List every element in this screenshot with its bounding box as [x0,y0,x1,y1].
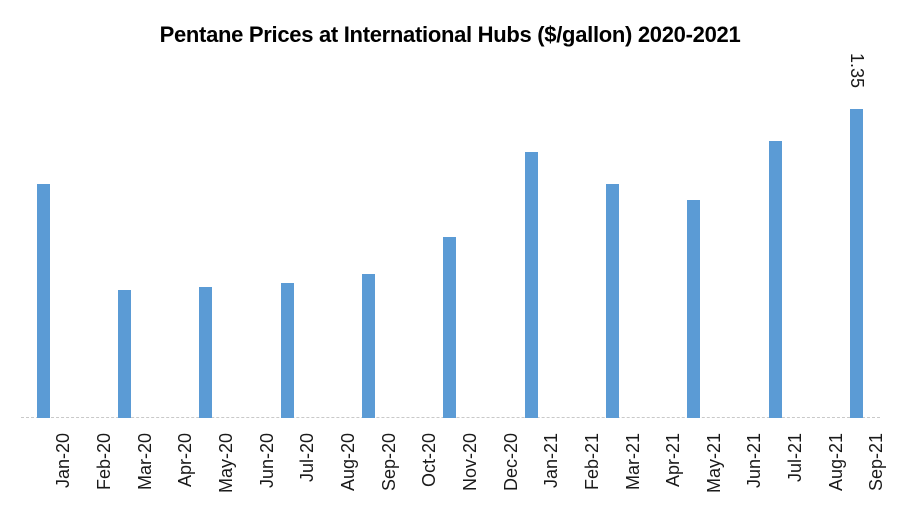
bar [687,200,701,418]
bar [362,273,376,418]
x-axis-label: Dec-20 [500,433,521,492]
x-axis-label: Jun-21 [744,433,765,489]
x-axis-label: Jul-21 [785,433,806,483]
bar [443,237,457,418]
x-axis-label: Jul-20 [297,433,318,483]
x-axis-label: Oct-20 [419,433,440,488]
bar [768,140,782,418]
bar [850,108,863,418]
x-axis-label: Aug-21 [825,433,846,492]
chart-title: Pentane Prices at International Hubs ($/… [159,22,741,47]
bar [606,184,620,418]
x-axis-label: Mar-21 [622,433,643,491]
bar [36,184,50,418]
bar [118,289,132,418]
x-axis-label: Apr-20 [175,433,196,488]
x-axis-label: Feb-20 [93,433,114,491]
x-axis-label: Jan-21 [541,433,562,489]
x-axis-label: Mar-20 [134,433,155,491]
x-axis-label: Nov-20 [459,433,480,492]
x-axis-label: Sep-20 [378,433,399,492]
x-axis-label: Sep-21 [866,433,887,492]
x-axis-label: Jun-20 [256,433,277,489]
bar [280,282,294,418]
x-axis-label: Jan-20 [53,433,74,489]
x-axis-label: May-21 [703,433,724,494]
x-axis-label: May-20 [215,433,236,494]
bar [199,287,213,418]
x-axis-label: Feb-21 [581,433,602,491]
x-axis-label: Apr-21 [663,433,684,488]
x-axis-label: Aug-20 [337,433,358,492]
data-label: 1.35 [846,52,867,88]
bar [524,152,538,418]
